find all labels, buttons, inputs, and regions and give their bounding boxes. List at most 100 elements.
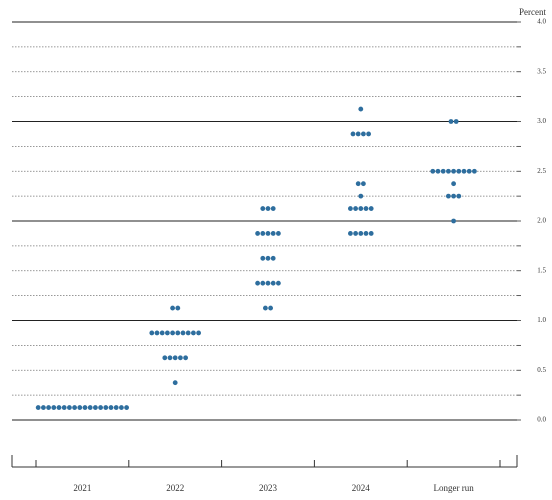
y-tick-label: 1.5 <box>537 266 546 274</box>
y-tick-label: 4.0 <box>537 18 546 26</box>
dot <box>270 206 276 211</box>
dot <box>196 330 202 336</box>
dot <box>255 280 260 286</box>
dot <box>440 168 446 174</box>
x-tick-label: Longer run <box>433 483 474 493</box>
dot <box>451 181 456 187</box>
dot <box>172 355 178 361</box>
dot <box>93 405 98 410</box>
dot <box>170 330 176 336</box>
dot <box>178 355 183 361</box>
dot <box>430 168 436 174</box>
dot <box>451 168 456 174</box>
x-tick-label: 2023 <box>259 483 278 493</box>
dot <box>170 305 176 311</box>
y-tick-label: 1.0 <box>537 316 546 324</box>
dot <box>276 231 281 236</box>
x-tick-label: 2024 <box>352 483 371 493</box>
dot <box>191 330 196 336</box>
dot <box>185 330 191 336</box>
dot <box>67 405 72 410</box>
dot <box>270 255 276 261</box>
dot <box>255 231 260 236</box>
dot <box>265 231 271 236</box>
dot <box>82 405 88 410</box>
dot <box>348 231 353 236</box>
dot <box>361 131 366 137</box>
dot <box>358 206 364 211</box>
dot <box>77 405 83 410</box>
dot <box>270 231 276 236</box>
dot <box>453 119 459 124</box>
dot <box>265 280 271 286</box>
dot <box>124 405 129 410</box>
dot <box>358 193 364 199</box>
dot <box>435 168 441 174</box>
dot <box>353 231 358 236</box>
dot <box>472 168 477 174</box>
dot <box>456 168 462 174</box>
x-tick-label: 2022 <box>166 483 184 493</box>
dot <box>366 131 371 137</box>
y-axis-label: Percent <box>519 7 546 17</box>
dot <box>446 168 451 174</box>
dot <box>175 330 181 336</box>
dot <box>180 330 186 336</box>
dot <box>149 330 155 336</box>
y-tick-label: 0.0 <box>537 416 546 424</box>
dot <box>368 231 374 236</box>
dot <box>355 181 361 187</box>
dot <box>263 305 268 311</box>
y-tick-label: 0.5 <box>537 366 546 374</box>
y-tick-label: 2.5 <box>537 167 546 175</box>
dot <box>363 206 369 211</box>
dot <box>167 355 173 361</box>
dot <box>51 405 57 410</box>
dot <box>87 405 93 410</box>
dot <box>260 255 266 261</box>
dot <box>260 206 266 211</box>
dot <box>154 330 160 336</box>
dot <box>448 119 454 124</box>
dot <box>451 193 456 199</box>
y-tick-label: 3.0 <box>537 117 546 125</box>
dot <box>276 280 281 286</box>
dot <box>162 355 168 361</box>
dot <box>466 168 472 174</box>
dot <box>113 405 119 410</box>
dot <box>172 380 178 386</box>
dot <box>260 280 266 286</box>
dot <box>46 405 51 410</box>
dot <box>368 206 374 211</box>
dot <box>355 131 361 137</box>
dot <box>270 280 276 286</box>
dot <box>361 181 366 187</box>
dot <box>72 405 77 410</box>
dot <box>41 405 46 410</box>
y-tick-label: 2.0 <box>537 217 546 225</box>
dot <box>35 405 41 410</box>
dot <box>353 206 358 211</box>
dot <box>358 106 364 112</box>
dot <box>363 231 369 236</box>
x-tick-label: 2021 <box>73 483 91 493</box>
dot <box>456 193 462 199</box>
dot <box>268 305 273 311</box>
dot <box>183 355 189 361</box>
y-tick-label: 3.5 <box>537 67 546 75</box>
dot <box>159 330 165 336</box>
dot <box>119 405 124 410</box>
dot <box>451 218 456 224</box>
dot <box>260 231 266 236</box>
dot <box>348 206 353 211</box>
dot <box>165 330 170 336</box>
dot <box>358 231 364 236</box>
dot <box>265 206 271 211</box>
dot <box>103 405 109 410</box>
dot <box>56 405 62 410</box>
dot <box>175 305 181 311</box>
dot <box>61 405 67 410</box>
dot <box>108 405 114 410</box>
dot <box>350 131 356 137</box>
